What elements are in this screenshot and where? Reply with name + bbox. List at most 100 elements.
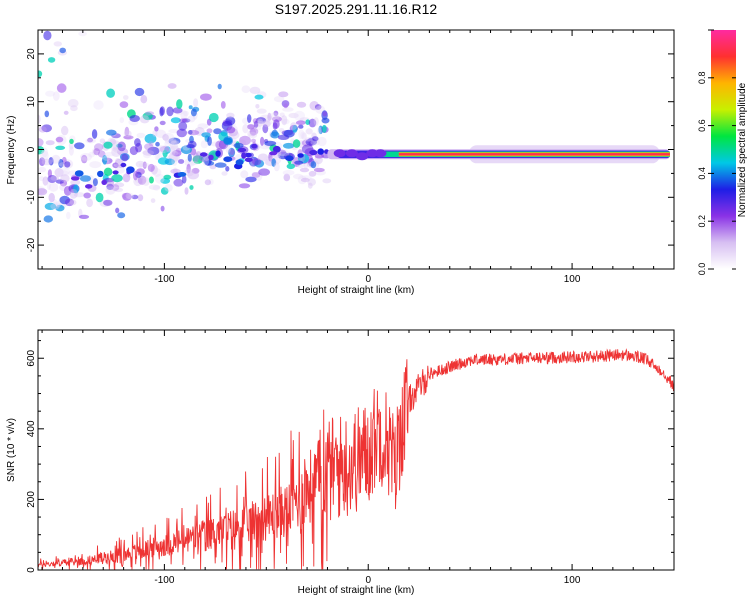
spectral-blob [188,105,193,110]
spectral-bright-spot [101,179,107,185]
spectral-blob [162,149,168,158]
spectral-blob [281,118,290,125]
spectral-blob [172,107,183,114]
spectral-blob [154,173,165,184]
spectral-blob [168,129,180,134]
spectral-blob [170,140,180,145]
spectral-blob [59,47,66,54]
spectral-blob [201,132,211,138]
spectral-bright-spot [208,154,214,161]
spectral-blob [123,95,129,100]
spectral-blob [283,173,291,182]
spectral-blob [65,8,76,13]
spectral-blob [48,182,59,192]
spectral-blob [55,179,64,184]
spectral-blob [313,167,325,173]
spectral-bright-spot [251,143,258,149]
spectral-blob [321,117,330,124]
spectral-blob [322,178,332,184]
spectral-blob [106,183,114,190]
spectral-blob [204,156,209,161]
spectral-blob [152,130,158,137]
x-tick-label: 100 [564,274,581,285]
spectral-blob [255,117,267,124]
y-tick-label: 20 [26,48,37,60]
spectral-blob [313,117,319,126]
tone-onset-blob [333,149,346,158]
spectral-blob [187,160,199,166]
spectral-blob [140,95,148,104]
spectral-blob [144,111,155,116]
spectral-blob [152,168,162,177]
spectral-blob [102,155,108,165]
colorbar: 0.0 0.2 0.4 0.6 0.8 Normalized spectral ampl… [697,29,748,275]
spectral-blob [50,203,60,210]
spectral-blob [164,184,173,192]
spectral-blob [249,127,259,136]
spectral-blob [78,214,90,219]
spectral-blob [278,91,289,98]
spectral-blob [79,1,86,6]
spectral-bright-spot [223,156,233,162]
spectral-blob [83,192,91,199]
spectral-blob [103,141,113,149]
snr-y-tick-label: 600 [26,349,37,366]
colorbar-tick-label: 0.8 [697,72,707,85]
spectral-blob [301,132,308,141]
spectral-blob [226,112,235,119]
spectral-bright-spot [269,151,278,156]
spectral-blob [58,11,65,17]
spectral-blob [89,161,102,169]
spectral-blob [40,5,51,13]
spectral-bright-spot [199,152,208,157]
spectral-blob [200,93,212,101]
spectral-blob [226,126,236,134]
spectral-blob [304,137,313,142]
spectral-blob [181,175,187,184]
spectral-blob [221,171,228,176]
spectral-blob [70,179,81,186]
spectral-blob [69,188,78,199]
spectral-blob [209,141,222,147]
spectral-blob [114,182,125,188]
spectral-bright-spot [120,162,127,168]
spectral-blob [70,105,78,112]
spectral-blob [184,187,189,195]
snr-plot-area [38,348,674,570]
spectral-blob [113,187,124,193]
spectral-blob [74,142,85,150]
spectral-blob [242,124,249,134]
spectral-blob [169,140,179,151]
spectral-blob [86,198,93,208]
spectral-blob [112,162,119,169]
spectral-blob [135,160,145,168]
spectral-blob [64,198,75,207]
spectral-blob [277,134,290,140]
spectral-blob [178,159,185,164]
spectral-blob [50,175,60,181]
snr-line [38,348,674,570]
spectral-blob [55,204,65,212]
spectral-blob [321,124,327,133]
spectral-blob [257,118,264,126]
spectral-blob [125,192,134,200]
spectral-blob [283,103,288,109]
spectral-blob [297,175,307,185]
spectral-blob [121,193,128,199]
spectral-blob [134,138,141,147]
spectral-blob [73,192,85,198]
spectral-blob [138,162,150,168]
colorbar-label: Normalized spectral amplitude [737,82,748,217]
spectral-blob [180,110,188,120]
spectral-blob [220,101,226,109]
spectral-blob [300,131,307,139]
spectral-blob [195,151,202,157]
spectral-blob [150,198,156,204]
spectral-blob [121,154,129,162]
spectral-blob [308,118,317,128]
spectral-blob [293,173,304,180]
snr-x-tick-label: 100 [564,575,581,586]
spectral-bright-spot [285,155,294,161]
spectral-blob [293,110,305,121]
spectral-blob [38,126,47,133]
